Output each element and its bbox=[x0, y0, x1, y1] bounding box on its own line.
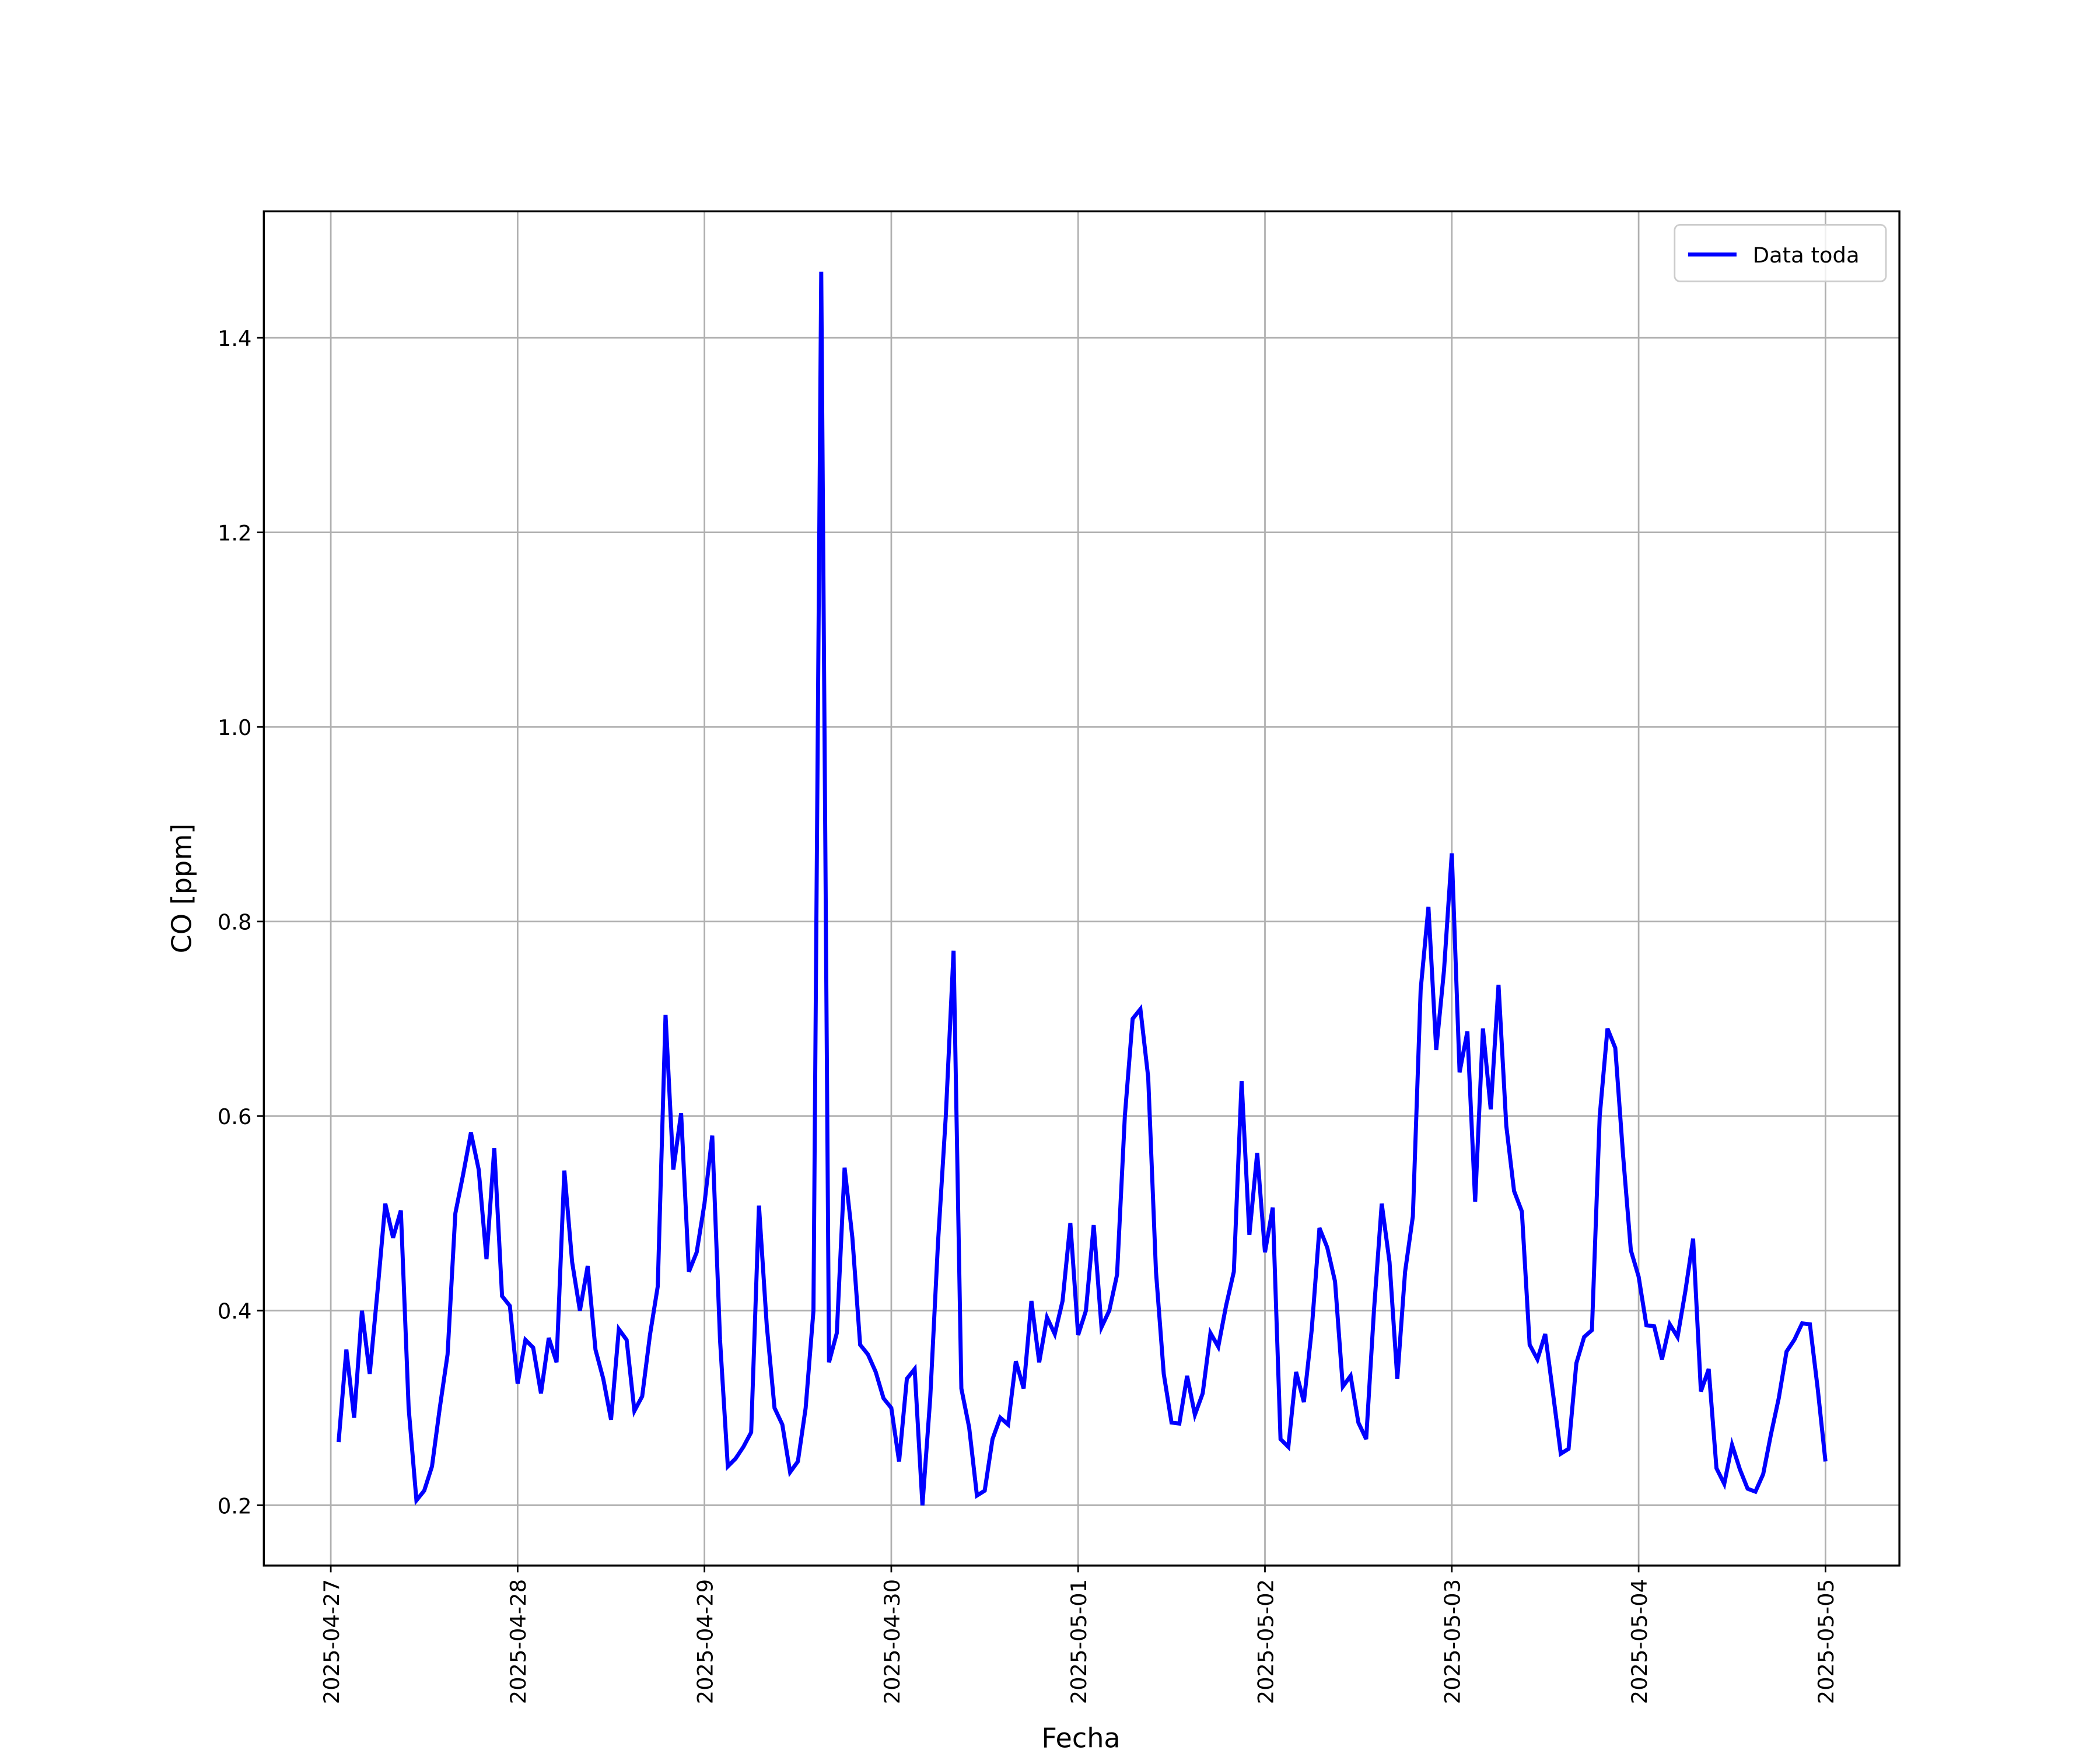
y-tick-label: 0.8 bbox=[218, 910, 252, 935]
x-axis-label: Fecha bbox=[1041, 1722, 1120, 1750]
y-axis-label: CO [ppm] bbox=[166, 824, 198, 954]
y-tick-label: 1.4 bbox=[218, 326, 252, 351]
x-tick-label: 2025-04-30 bbox=[880, 1579, 905, 1704]
y-tick-label: 0.2 bbox=[218, 1493, 252, 1518]
x-tick-label: 2025-04-28 bbox=[506, 1579, 531, 1704]
y-tick-label: 0.6 bbox=[218, 1104, 252, 1129]
y-tick-label: 1.2 bbox=[218, 521, 252, 546]
plot-frame bbox=[262, 210, 1901, 1567]
data-line bbox=[336, 271, 1828, 1506]
x-tick-label: 2025-05-05 bbox=[1814, 1579, 1839, 1704]
legend-box bbox=[1674, 224, 1887, 282]
x-tick-label: 2025-05-02 bbox=[1253, 1579, 1278, 1704]
x-tick-label: 2025-05-03 bbox=[1440, 1579, 1465, 1704]
x-tick-label: 2025-05-04 bbox=[1627, 1579, 1652, 1704]
y-tick-label: 0.4 bbox=[218, 1299, 252, 1324]
legend-label: Data toda bbox=[1753, 243, 1860, 268]
x-tick-label: 2025-05-01 bbox=[1066, 1579, 1091, 1704]
x-tick-label: 2025-04-27 bbox=[319, 1579, 344, 1704]
x-tick-label: 2025-04-29 bbox=[692, 1579, 718, 1704]
y-tick-label: 1.0 bbox=[218, 715, 252, 740]
legend: Data toda bbox=[1674, 224, 1887, 282]
